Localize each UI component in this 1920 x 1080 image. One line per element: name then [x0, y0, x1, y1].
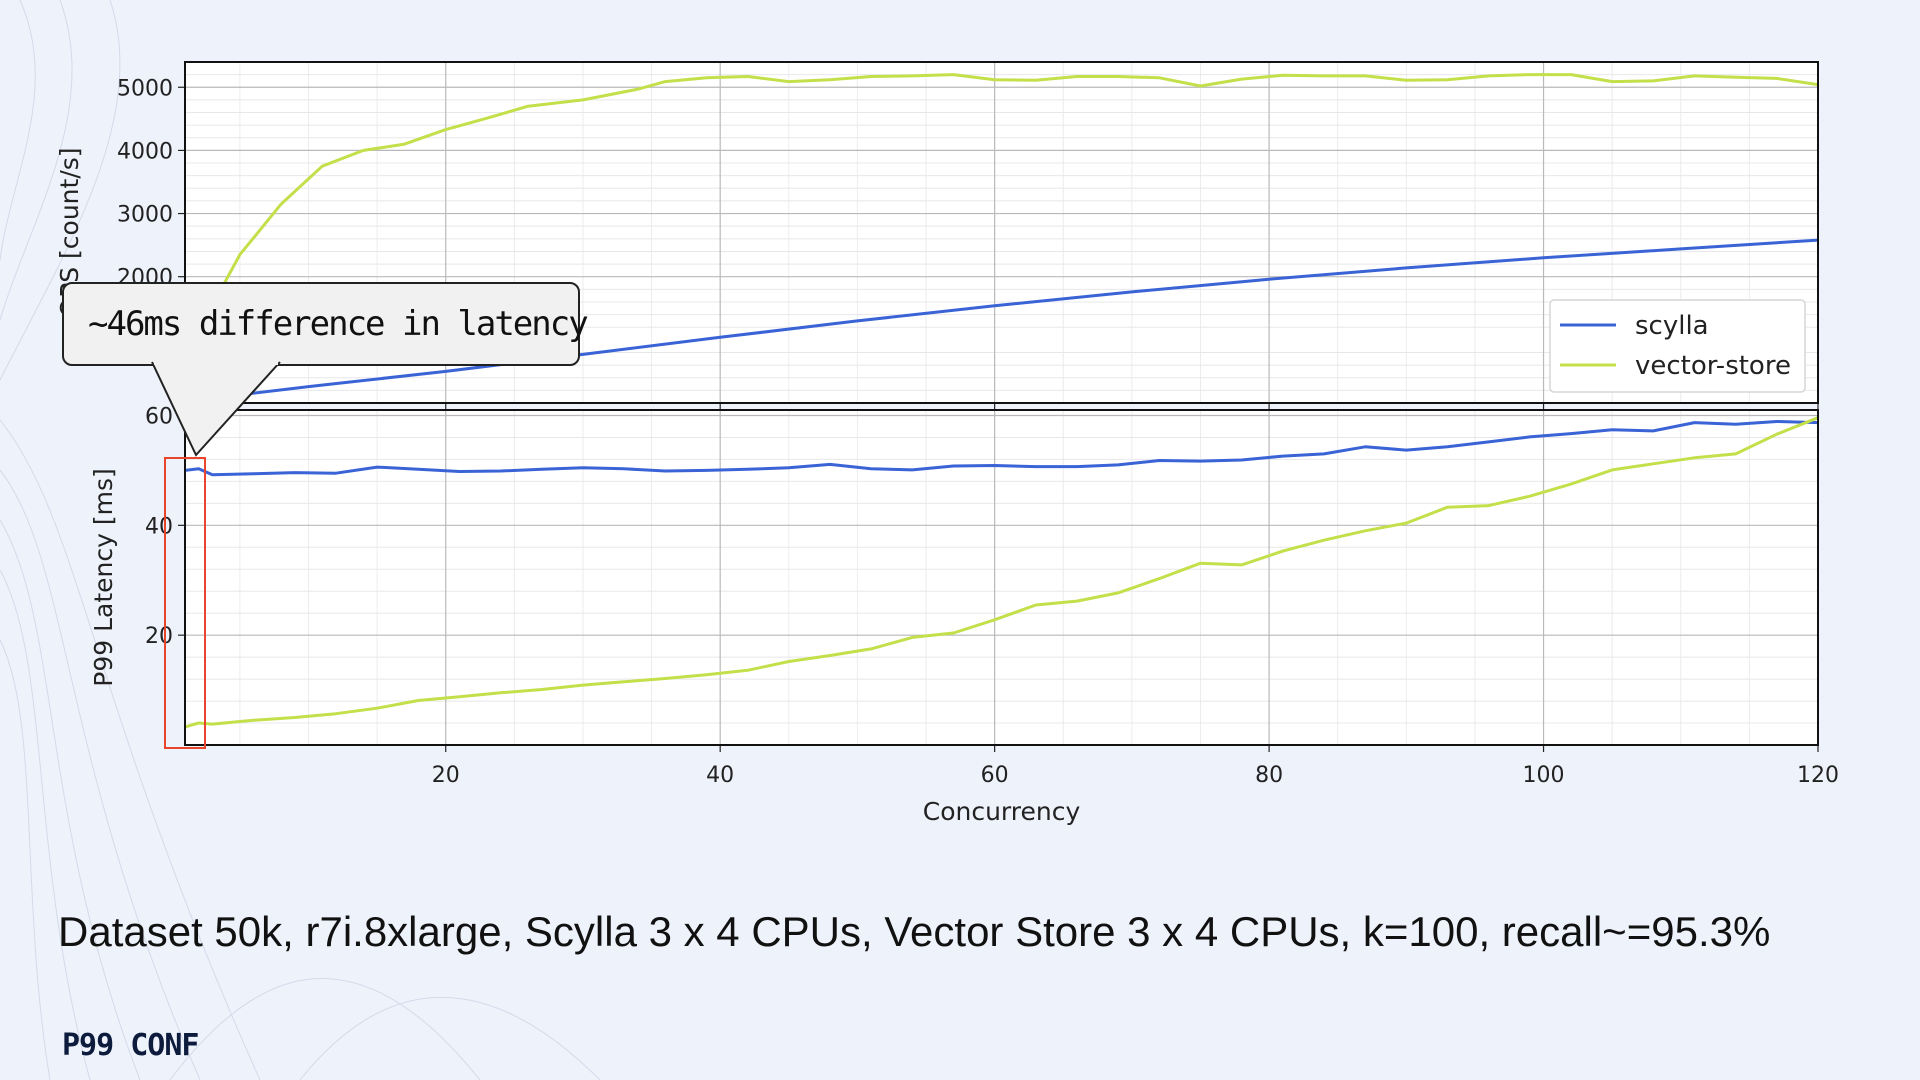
legend-label-scylla: scylla [1635, 311, 1709, 341]
x-axis-label: Concurrency [923, 797, 1081, 826]
legend-box [1549, 299, 1806, 393]
x-tick-label: 60 [981, 763, 1009, 788]
y-tick-label: 60 [145, 404, 173, 429]
y-tick-label: 20 [145, 624, 173, 649]
x-tick-label: 80 [1255, 763, 1283, 788]
plot-area-2 [185, 410, 1818, 745]
series-line-scylla [185, 420, 1818, 477]
y-tick-label: 4000 [117, 139, 173, 164]
legend-label-vector-store: vector-store [1635, 351, 1791, 381]
series-line-scylla [185, 238, 1818, 403]
series-line-vector-store [185, 73, 1818, 394]
plot-frame-2 [184, 409, 1819, 746]
callout-text: ~46ms difference in latency [88, 304, 589, 344]
x-tick-label: 40 [706, 763, 734, 788]
dataset-caption: Dataset 50k, r7i.8xlarge, Scylla 3 x 4 C… [58, 908, 1771, 955]
x-tick-label: 120 [1797, 763, 1839, 788]
plot-frame-1 [184, 61, 1819, 404]
highlight-box [164, 457, 206, 749]
x-tick-label: 100 [1523, 763, 1565, 788]
callout-bubble: ~46ms difference in latency [62, 282, 589, 366]
y-tick-label: 40 [145, 514, 173, 539]
y-tick-label: 5000 [117, 76, 173, 101]
y-axis-label: P99 Latency [ms] [89, 468, 118, 686]
y-tick-label: 3000 [117, 203, 173, 228]
series-line-vector-store [185, 416, 1818, 729]
x-tick-label: 20 [432, 763, 460, 788]
brand-logo: P99 CONF [62, 1028, 199, 1063]
